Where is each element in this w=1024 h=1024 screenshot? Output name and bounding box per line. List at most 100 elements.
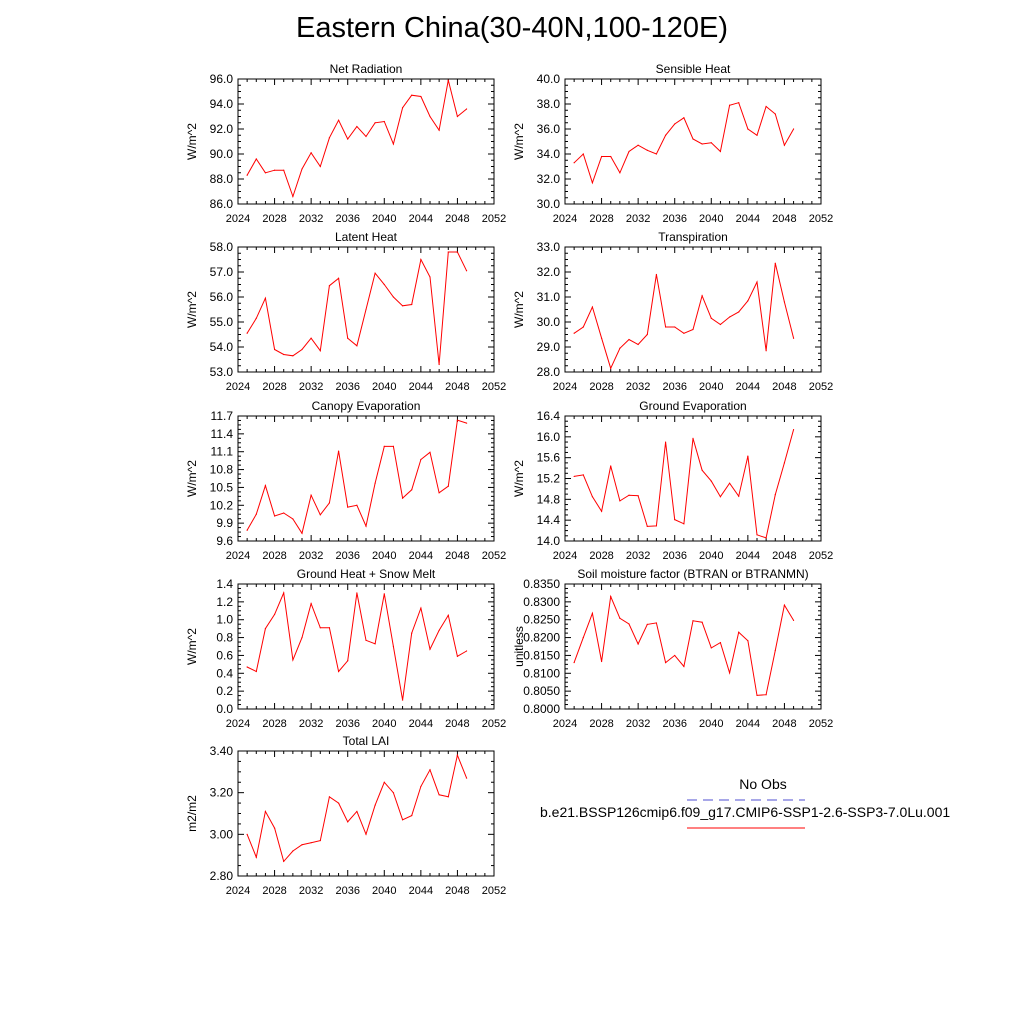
x-tick-label: 2044 (736, 550, 760, 562)
data-point (401, 497, 404, 499)
y-tick-label: 0.2 (216, 684, 233, 698)
y-tick-label: 30.0 (537, 315, 561, 329)
y-tick-label: 0.8 (216, 631, 233, 645)
x-tick-label: 2032 (299, 213, 323, 225)
data-point (701, 621, 703, 623)
data-point (765, 537, 767, 539)
data-point (573, 162, 575, 164)
data-point (692, 620, 694, 622)
data-point (692, 437, 694, 439)
data-point (719, 150, 722, 153)
data-point (438, 492, 440, 494)
data-point (310, 603, 312, 605)
x-tick-label: 2024 (226, 550, 250, 562)
y-tick-label: 0.8250 (523, 613, 560, 627)
data-point (655, 153, 658, 155)
x-tick-label: 2032 (626, 550, 650, 562)
legend-entry-no-obs-label: No Obs (739, 776, 787, 792)
y-tick-label: 56.0 (210, 290, 234, 304)
data-point (438, 129, 440, 131)
x-tick-label: 2040 (372, 718, 396, 730)
data-point (365, 135, 367, 138)
data-point (756, 281, 758, 283)
data-point (264, 172, 267, 174)
x-tick-label: 2052 (482, 550, 506, 562)
data-point (674, 519, 676, 521)
y-tick-label: 1.0 (216, 613, 233, 627)
data-point (674, 123, 676, 125)
data-point (747, 300, 749, 302)
panel-2: Latent Heat W/m^2 2024 2028 2032 2036 2040 2044… (185, 230, 506, 393)
panel-1: Sensible Heat W/m^2 2024 2028 2032 2036 2040 20… (512, 62, 833, 225)
y-tick-label: 0.0 (216, 702, 233, 716)
y-tick-label: 88.0 (210, 172, 234, 186)
data-point (337, 277, 340, 279)
data-point (628, 623, 630, 625)
panel-8: Total LAI m2/m2 2024 2028 2032 2036 2040 2044 20… (185, 734, 506, 897)
x-tick-label: 2052 (809, 213, 833, 225)
data-point (765, 694, 767, 696)
data-point (310, 152, 312, 154)
data-point (628, 494, 630, 496)
y-axis-label: W/m^2 (512, 123, 526, 160)
data-point (429, 648, 431, 650)
y-tick-label: 15.2 (537, 472, 561, 486)
x-tick-label: 2052 (809, 381, 833, 393)
y-tick-label: 40.0 (537, 72, 561, 86)
y-tick-label: 33.0 (537, 240, 561, 254)
data-point (664, 661, 667, 664)
data-point (347, 821, 349, 823)
x-tick-label: 2048 (445, 718, 469, 730)
panel-7: Soil moisture factor (BTRAN or BTRANMN) u… (512, 567, 833, 730)
y-tick-label: 3.00 (210, 827, 234, 841)
y-tick-label: 96.0 (210, 72, 234, 86)
data-point (337, 802, 340, 804)
x-tick-label: 2024 (553, 550, 577, 562)
x-tick-label: 2036 (335, 550, 359, 562)
data-point (582, 474, 584, 476)
x-tick-label: 2048 (772, 550, 796, 562)
x-tick-label: 2032 (626, 213, 650, 225)
data-point (292, 659, 294, 661)
data-point (619, 617, 621, 619)
y-tick-label: 58.0 (210, 240, 234, 254)
data-point (411, 489, 413, 491)
x-tick-label: 2040 (372, 885, 396, 897)
data-point (447, 614, 449, 616)
data-point (783, 301, 786, 303)
data-point (619, 347, 621, 349)
y-tick-label: 1.4 (216, 577, 233, 591)
data-point (582, 636, 584, 639)
data-point (365, 308, 367, 311)
legend: No Obs b.e21.BSSP126cmip6.f09_g17.CMIP6-… (520, 776, 960, 830)
y-tick-label: 10.2 (210, 498, 234, 512)
data-point (264, 628, 267, 630)
x-tick-label: 2040 (699, 718, 723, 730)
data-point (465, 650, 468, 652)
x-tick-label: 2048 (445, 550, 469, 562)
data-point (610, 465, 612, 467)
data-point (756, 534, 758, 536)
x-tick-label: 2028 (262, 550, 286, 562)
panel-0: Net Radiation W/m^2 2024 2028 2032 2036 2040 20… (185, 62, 506, 225)
data-point (628, 338, 630, 341)
x-tick-label: 2044 (409, 381, 433, 393)
data-point (347, 337, 349, 339)
x-tick-label: 2048 (772, 213, 796, 225)
y-tick-label: 0.6 (216, 648, 233, 662)
data-point (456, 419, 459, 421)
y-axis-label: unitless (512, 626, 526, 667)
data-point (328, 285, 331, 287)
x-tick-label: 2028 (589, 550, 613, 562)
panel-title: Soil moisture factor (BTRAN or BTRANMN) (577, 567, 808, 581)
y-axis-label: W/m^2 (185, 291, 199, 328)
data-point (273, 515, 276, 517)
series-line (574, 429, 795, 539)
x-tick-label: 2036 (662, 213, 686, 225)
x-tick-label: 2044 (736, 213, 760, 225)
data-point (701, 295, 703, 297)
data-point (674, 654, 676, 657)
y-tick-label: 94.0 (210, 97, 234, 111)
x-tick-label: 2032 (626, 718, 650, 730)
data-point (600, 510, 603, 512)
